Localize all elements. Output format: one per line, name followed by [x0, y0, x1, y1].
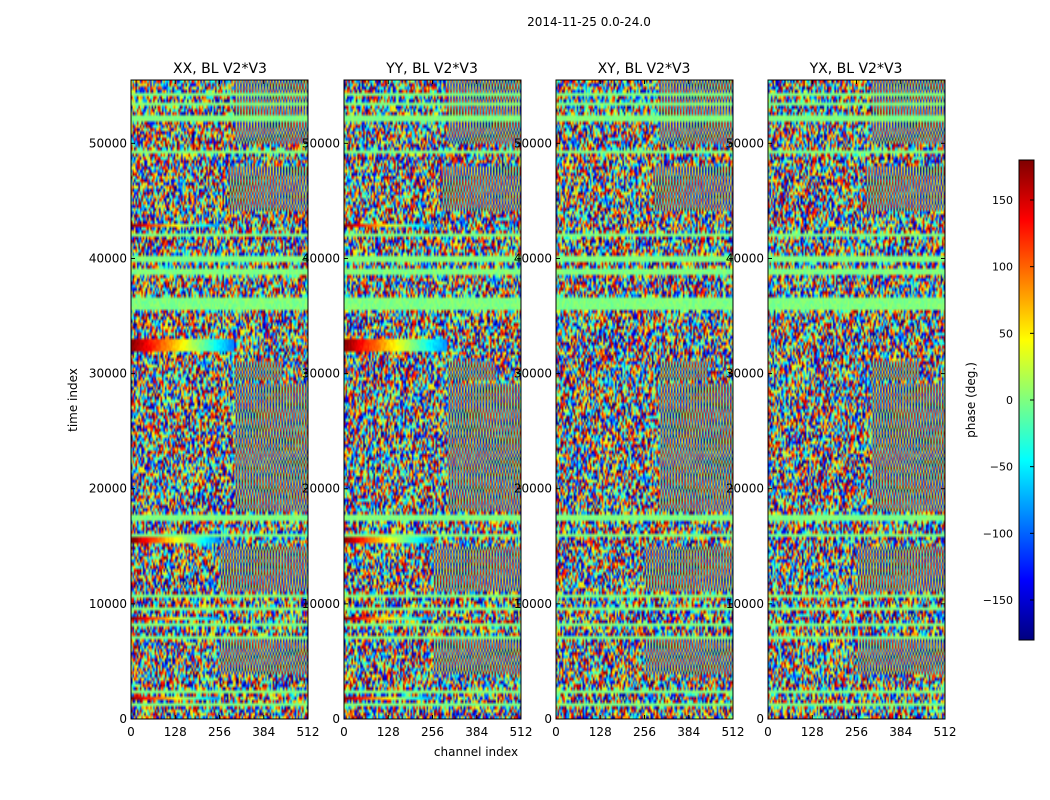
y-tick-label: 50000 — [514, 136, 552, 150]
x-tick-label: 512 — [722, 725, 745, 739]
x-tick-label: 384 — [677, 725, 700, 739]
heatmap-image — [131, 80, 308, 719]
figure-title: 2014-11-25 0.0-24.0 — [527, 15, 651, 29]
colorbar-tick-label: 150 — [992, 194, 1013, 207]
x-tick-label: 512 — [934, 725, 957, 739]
colorbar-tick-label: 50 — [999, 327, 1013, 340]
y-tick-label: 40000 — [726, 251, 764, 265]
x-axis-label: channel index — [434, 745, 518, 759]
y-tick-label: 50000 — [302, 136, 340, 150]
heatmap-image — [768, 80, 945, 719]
x-tick-label: 0 — [340, 725, 348, 739]
y-axis-label: time index — [66, 368, 80, 432]
x-tick-label: 128 — [164, 725, 187, 739]
heatmap-panel-xx: 0 128 256 384 512 0 10000 20000 30000 40000 50000 — [89, 79, 320, 739]
x-tick-label: 384 — [465, 725, 488, 739]
y-tick-label: 10000 — [302, 597, 340, 611]
x-tick-label: 384 — [252, 725, 275, 739]
heatmap-panel-yy: 0 128 256 384 512 0 10000 20000 30000 40000 50000 — [302, 79, 533, 739]
y-tick-label: 20000 — [302, 482, 340, 496]
y-tick-label: 20000 — [89, 482, 127, 496]
y-tick-label: 10000 — [514, 597, 552, 611]
colorbar-ticks: −150 −100 −50 0 50 100 150 — [983, 194, 1034, 607]
x-tick-label: 256 — [845, 725, 868, 739]
x-tick-label: 128 — [801, 725, 824, 739]
colorbar-tick-label: −50 — [990, 461, 1013, 474]
x-tick-label: 0 — [552, 725, 560, 739]
y-tick-label: 0 — [332, 712, 340, 726]
y-tick-label: 10000 — [89, 597, 127, 611]
heatmap-image — [556, 80, 733, 719]
heatmap-panel-yx: 0 128 256 384 512 0 10000 20000 30000 40000 50000 — [726, 79, 957, 739]
x-tick-label: 512 — [510, 725, 533, 739]
y-tick-label: 0 — [119, 712, 127, 726]
x-tick-label: 128 — [589, 725, 612, 739]
y-tick-label: 40000 — [89, 251, 127, 265]
colorbar-label: phase (deg.) — [964, 362, 978, 438]
heatmap-panel-xy: 0 128 256 384 512 0 10000 20000 30000 40000 50000 — [514, 79, 745, 739]
y-tick-label: 20000 — [726, 482, 764, 496]
colorbar-tick-label: 100 — [992, 261, 1013, 274]
panel-title-xx: XX, BL V2*V3 — [173, 61, 267, 77]
x-tick-label: 0 — [127, 725, 135, 739]
y-tick-label: 40000 — [302, 251, 340, 265]
y-tick-label: 30000 — [302, 367, 340, 381]
colorbar-tick-label: 0 — [1006, 394, 1013, 407]
x-tick-label: 256 — [421, 725, 444, 739]
y-tick-label: 20000 — [514, 482, 552, 496]
panel-title-yy: YY, BL V2*V3 — [385, 61, 478, 77]
x-tick-label: 256 — [633, 725, 656, 739]
x-tick-label: 128 — [377, 725, 400, 739]
y-tick-label: 0 — [756, 712, 764, 726]
x-tick-label: 512 — [297, 725, 320, 739]
colorbar-tick-label: −150 — [983, 594, 1013, 607]
y-tick-label: 30000 — [514, 367, 552, 381]
x-tick-label: 0 — [764, 725, 772, 739]
panel-title-yx: YX, BL V2*V3 — [809, 61, 903, 77]
x-tick-label: 256 — [208, 725, 231, 739]
heatmap-image — [344, 80, 521, 719]
y-tick-label: 0 — [544, 712, 552, 726]
y-tick-label: 40000 — [514, 251, 552, 265]
y-tick-label: 50000 — [726, 136, 764, 150]
y-tick-label: 50000 — [89, 136, 127, 150]
y-tick-label: 30000 — [726, 367, 764, 381]
x-tick-label: 384 — [889, 725, 912, 739]
panel-title-xy: XY, BL V2*V3 — [598, 61, 691, 77]
y-tick-label: 30000 — [89, 367, 127, 381]
y-tick-label: 10000 — [726, 597, 764, 611]
colorbar-tick-label: −100 — [983, 527, 1013, 540]
